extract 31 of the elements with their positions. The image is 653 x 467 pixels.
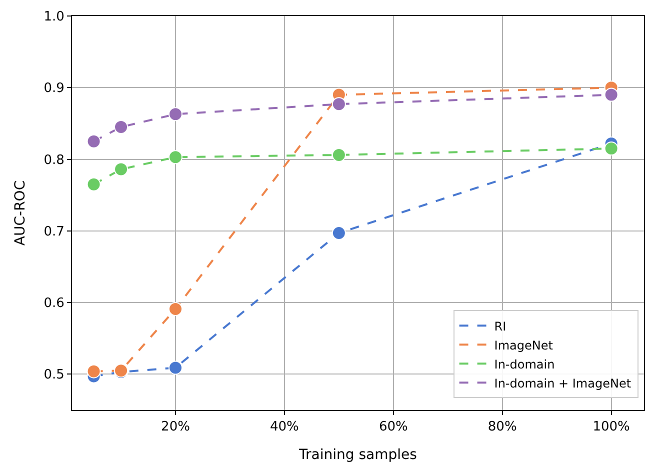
point [604,88,618,102]
point [604,142,618,156]
y-tick-label: 0.6 [44,296,64,312]
point [332,148,346,162]
y-tick-label: 1.0 [44,10,64,25]
legend-label: In-domain + ImageNet [494,376,632,390]
point [114,120,128,134]
y-tick-label: 0.5 [44,368,64,383]
point [168,360,182,375]
point [86,364,101,378]
y-axis-title: AUC-ROC [12,180,28,246]
point [168,107,182,122]
legend-label: RI [494,319,506,334]
point [114,162,128,176]
point [168,150,182,164]
x-axis-title: Training samples [298,446,417,463]
point [332,97,346,112]
y-tick-label: 0.9 [44,81,64,96]
x-tick-label: 40% [270,420,299,435]
point [332,226,346,240]
x-tick-label: 80% [488,420,517,435]
point [86,134,101,148]
point [168,302,182,316]
legend-label: In-domain [494,357,555,372]
x-tick-label: 20% [161,420,190,435]
legend-label: ImageNet [494,338,554,352]
y-tick-label: 0.7 [44,224,64,240]
y-tick-label: 0.8 [44,152,64,168]
x-tick-label: 60% [378,420,408,435]
x-tick-label: 100% [592,420,630,435]
point [86,177,101,192]
